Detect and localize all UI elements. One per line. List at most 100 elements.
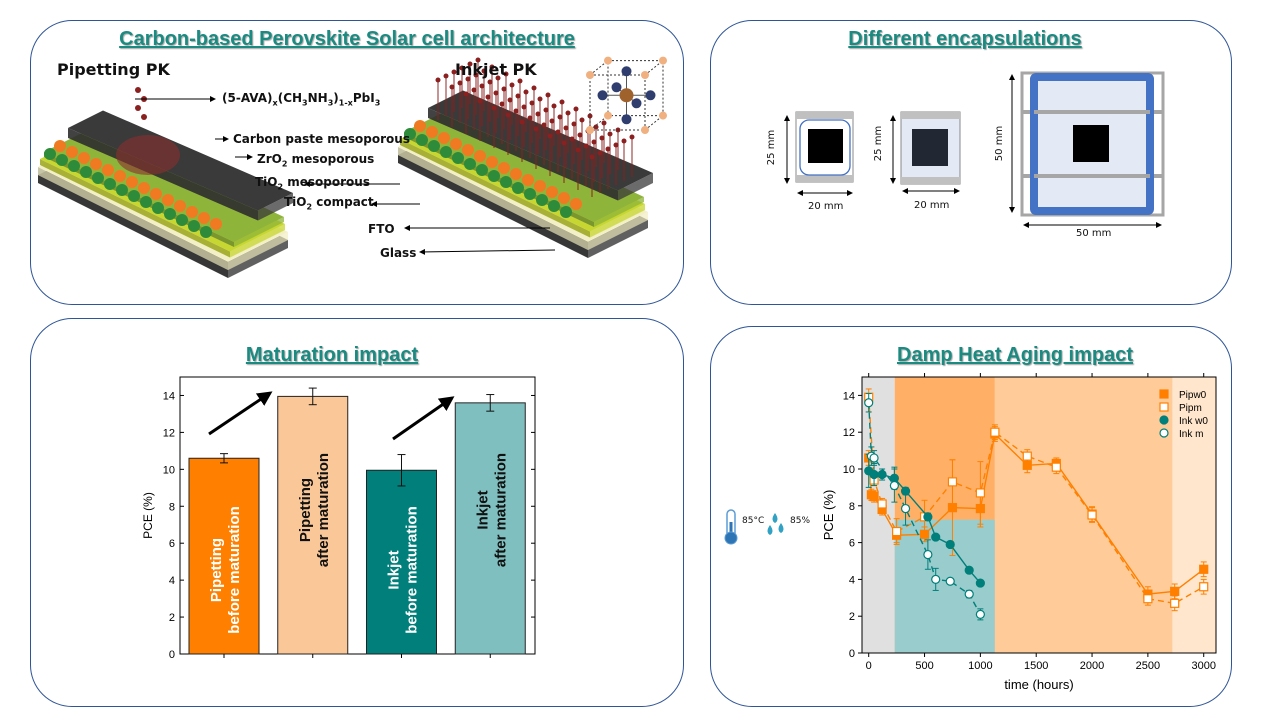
data-point [931, 532, 941, 542]
legend-item: Ink w0 [1159, 415, 1208, 427]
x-tick-label: 1500 [1024, 660, 1048, 672]
data-point [923, 512, 933, 522]
data-point [1199, 582, 1209, 592]
water-drops-icon [767, 513, 784, 535]
perovskite-drop [515, 93, 521, 99]
bar-1 [277, 395, 349, 655]
x-site-atom [611, 82, 622, 93]
b-site-atom [619, 88, 634, 103]
data-point [975, 488, 985, 498]
data-point [1159, 415, 1169, 425]
perovskite-drop [487, 79, 493, 85]
tio2-particle [488, 170, 500, 182]
perovskite-drop [551, 103, 557, 109]
tio2-particle [476, 164, 488, 176]
carbon-layer-top [428, 90, 653, 191]
zro2-particle [90, 158, 102, 170]
data-point [892, 526, 902, 537]
perovskite-drop [533, 126, 539, 132]
data-point [931, 574, 941, 585]
y-axis-label: PCE (%) [141, 492, 155, 539]
perovskite-drop [499, 101, 505, 107]
a-site-atom [604, 111, 612, 120]
perovskite-drop [597, 150, 603, 156]
perovskite-drop [575, 147, 581, 153]
background-region [1172, 377, 1216, 653]
tio2-particle [428, 140, 440, 152]
perovskite-drop [563, 125, 569, 131]
improvement-arrow [392, 396, 455, 441]
a-site-atom [604, 56, 612, 65]
perovskite-drop [535, 111, 541, 117]
tio2-particle [512, 182, 524, 194]
y-tick-label: 4 [169, 575, 175, 587]
improvement-arrow [208, 391, 273, 436]
a-site-atom [641, 126, 649, 134]
perovskite-drop [621, 138, 627, 144]
y-tick-label: 0 [169, 649, 175, 661]
data-point [947, 503, 958, 513]
plot-frame [179, 376, 536, 655]
data-point [1087, 510, 1097, 520]
tio2-particle [140, 196, 152, 208]
legend-label: Ink m [1179, 429, 1203, 440]
bar-0 [188, 457, 260, 655]
carbon-layer-side [258, 193, 293, 221]
perovskite-drop [557, 114, 563, 120]
zro2-particle [546, 186, 558, 198]
x-tick-label: 2500 [1136, 660, 1160, 672]
perovskite-drop [593, 124, 599, 130]
plot-frame [861, 376, 1217, 654]
tio2-meso-layer-top [44, 127, 284, 242]
crystal-structure-icon [586, 56, 667, 134]
bar-3 [454, 402, 526, 655]
perovskite-drop [529, 100, 535, 106]
perovskite-drop [501, 86, 507, 92]
data-point [990, 427, 1000, 437]
x-tick-label: 3000 [1191, 660, 1215, 672]
layer-label-tio2-meso: TiO2 mesoporous [255, 175, 370, 192]
perovskite-drop [583, 143, 589, 149]
x-site-atom [631, 98, 642, 109]
perovskite-drop [531, 85, 537, 91]
tio2-meso-layer-side [594, 197, 644, 227]
tio2-particle [56, 154, 68, 166]
tio2-particle [164, 208, 176, 220]
x-site-atom [597, 90, 608, 101]
bar-label-2: Inkjetbefore maturation [386, 506, 421, 634]
perovskite-drop [503, 71, 509, 77]
perovskite-drop [527, 115, 533, 121]
data-point [1170, 598, 1180, 608]
perovskite-drop [465, 76, 471, 82]
tio2-particle [68, 160, 80, 172]
data-point [1159, 428, 1169, 438]
temperature-label: 85°C [742, 516, 765, 526]
glass-layer-side [588, 220, 648, 258]
tio2-particle [548, 200, 560, 212]
maturation-title: Maturation impact [245, 344, 419, 366]
perovskite-drop [507, 97, 513, 103]
zro2-particle [414, 120, 426, 132]
data-point [945, 539, 955, 550]
data-point [869, 492, 879, 502]
perovskite-drop [523, 89, 529, 95]
perovskite-drop [519, 119, 525, 125]
zro2-particle [102, 164, 114, 176]
perovskite-drop [449, 84, 455, 90]
encapsulation-title: Different encapsulations [848, 28, 1082, 50]
perovskite-drop [489, 64, 495, 70]
humidity-label: 85% [790, 516, 811, 526]
thermometer-icon [724, 509, 738, 545]
carbon-layer-front [428, 108, 618, 201]
maturation-panel [30, 318, 684, 707]
zro2-particle [474, 150, 486, 162]
perovskite-drop [475, 57, 481, 63]
layer-label-tio2-compact: TiO2 compact [284, 195, 374, 212]
zro2-particle [534, 180, 546, 192]
perovskite-drop [549, 118, 555, 124]
perovskite-drop [493, 90, 499, 96]
perovskite-drop [577, 132, 583, 138]
zro2-particle [498, 162, 510, 174]
